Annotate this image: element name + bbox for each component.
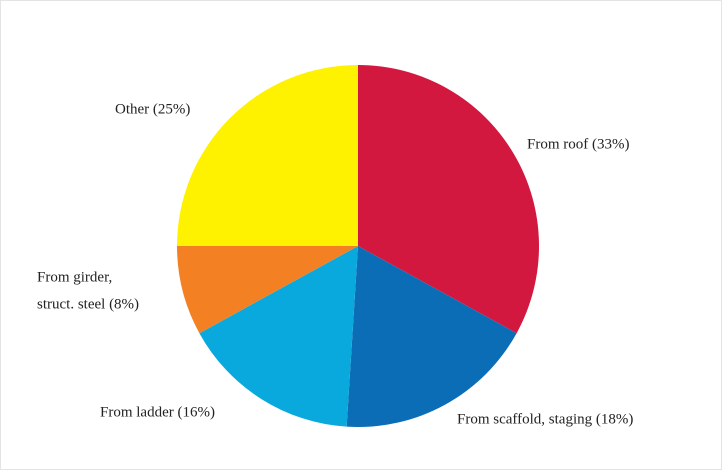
slice-label: From girder, xyxy=(37,269,112,285)
slice-label: From ladder (16%) xyxy=(100,404,215,420)
slice-label: From scaffold, staging (18%) xyxy=(457,411,633,427)
slice-label: Other (25%) xyxy=(115,101,190,117)
pie-slice xyxy=(177,65,358,246)
pie-slice xyxy=(358,65,540,334)
pie-slice xyxy=(177,246,358,334)
pie-slice xyxy=(199,246,358,427)
pie-slice xyxy=(346,246,517,427)
slice-label: struct. steel (8%) xyxy=(37,296,139,312)
slice-label: From roof (33%) xyxy=(527,136,629,152)
